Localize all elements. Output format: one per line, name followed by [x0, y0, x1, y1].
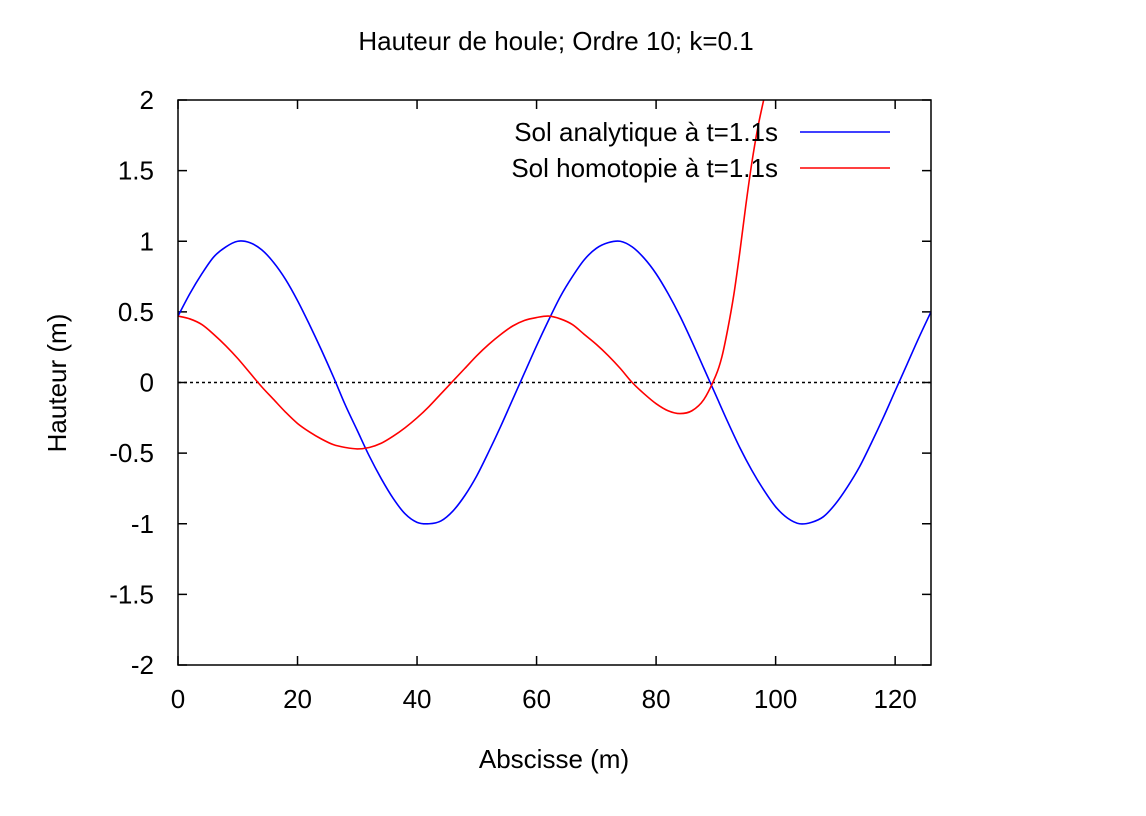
y-tick-label: 0.5: [118, 297, 154, 327]
legend-label-2: Sol homotopie à t=1.1s: [511, 153, 778, 183]
legend-label-1: Sol analytique à t=1.1s: [514, 117, 778, 147]
tick-layer: 0 20 40 60 80 100 120 2 1.5 1 0.5 0 -0.5 -1 -1.5 -2: [109, 85, 931, 714]
y-tick-label: 1: [140, 226, 154, 256]
y-tick-label: 1.5: [118, 156, 154, 186]
x-tick-label: 100: [754, 684, 797, 714]
x-tick-label: 20: [283, 684, 312, 714]
legend: Sol analytique à t=1.1s Sol homotopie à t…: [511, 117, 890, 183]
chart-title: Hauteur de houle; Ordre 10; k=0.1: [358, 26, 753, 56]
series-layer: [178, 100, 931, 525]
y-tick-label: 2: [140, 85, 154, 115]
y-tick-label: -1: [131, 509, 154, 539]
plot-frame: [177, 99, 932, 666]
y-tick-label: -2: [131, 650, 154, 680]
y-tick-label: -0.5: [109, 438, 154, 468]
x-axis-label: Abscisse (m): [479, 744, 629, 774]
series-line-1: [178, 240, 931, 525]
x-tick-label: 80: [642, 684, 671, 714]
y-axis-label: Hauteur (m): [42, 314, 72, 453]
x-tick-label: 40: [403, 684, 432, 714]
series-line-2: [178, 100, 765, 450]
x-tick-label: 0: [171, 684, 185, 714]
y-tick-label: 0: [140, 368, 154, 398]
x-tick-label: 60: [522, 684, 551, 714]
y-tick-label: -1.5: [109, 579, 154, 609]
x-tick-label: 120: [873, 684, 916, 714]
